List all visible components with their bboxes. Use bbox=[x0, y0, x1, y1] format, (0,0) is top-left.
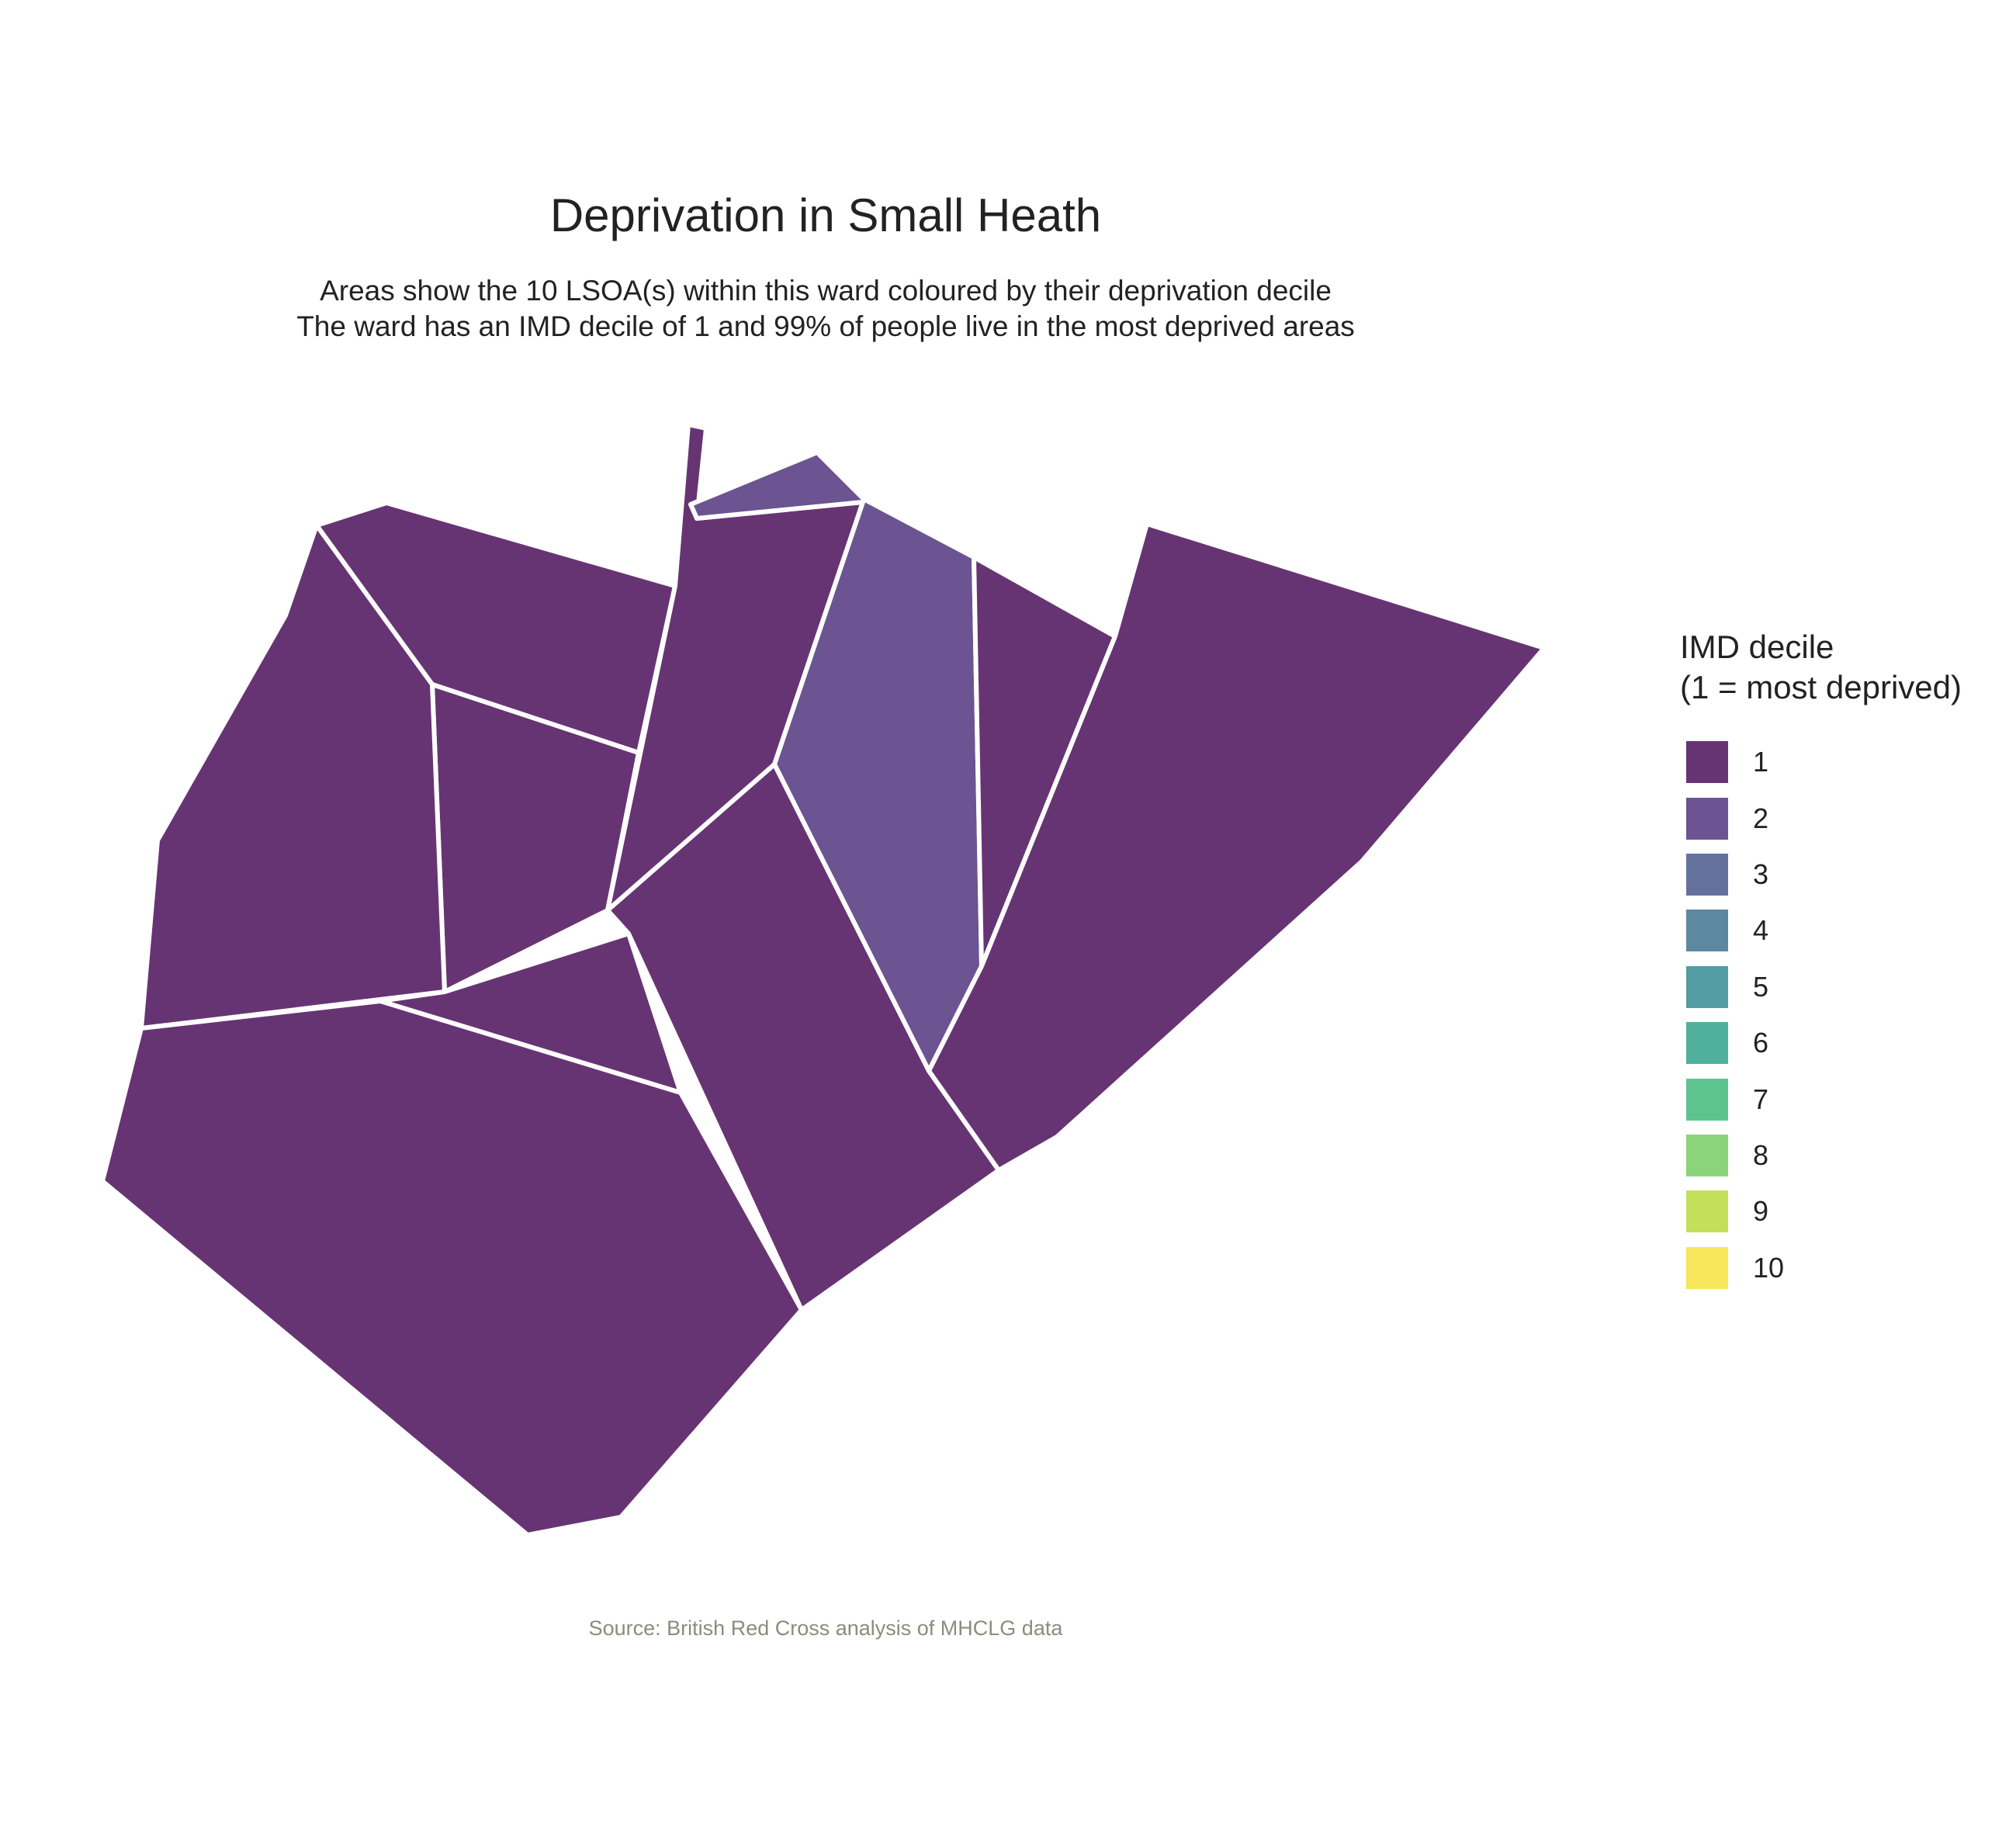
legend-item: 3 bbox=[1680, 847, 2006, 903]
map-title: Deprivation in Small Heath bbox=[549, 189, 1102, 241]
subtitle-line-2: The ward has an IMD decile of 1 and 99% … bbox=[296, 310, 1355, 342]
legend-swatch bbox=[1686, 1190, 1728, 1233]
legend-label: 8 bbox=[1753, 1138, 1769, 1171]
legend-swatch bbox=[1686, 965, 1728, 1008]
legend-label: 5 bbox=[1753, 970, 1769, 1003]
map-subtitle: Areas show the 10 LSOA(s) within this wa… bbox=[0, 273, 1651, 345]
legend-swatch bbox=[1686, 853, 1728, 896]
legend-item: 4 bbox=[1680, 903, 2006, 958]
legend-item: 1 bbox=[1680, 734, 2006, 790]
legend-swatch bbox=[1686, 1246, 1728, 1289]
legend-item: 8 bbox=[1680, 1128, 2006, 1183]
legend-item: 6 bbox=[1680, 1015, 2006, 1071]
legend-item: 5 bbox=[1680, 959, 2006, 1015]
legend-swatch bbox=[1686, 797, 1728, 840]
legend-label: 7 bbox=[1753, 1083, 1769, 1115]
source-caption: Source: British Red Cross analysis of MH… bbox=[588, 1616, 1063, 1640]
legend-item: 2 bbox=[1680, 790, 2006, 846]
legend-swatch bbox=[1686, 1078, 1728, 1121]
legend-swatch bbox=[1686, 741, 1728, 784]
subtitle-line-1: Areas show the 10 LSOA(s) within this wa… bbox=[320, 275, 1332, 307]
legend-label: 9 bbox=[1753, 1195, 1769, 1228]
legend-item: 7 bbox=[1680, 1071, 2006, 1127]
legend-title: IMD decile (1 = most deprived) bbox=[1680, 627, 2006, 708]
legend-item: 10 bbox=[1680, 1240, 2006, 1296]
legend-swatch bbox=[1686, 1134, 1728, 1176]
legend-swatch bbox=[1686, 1022, 1728, 1065]
legend-label: 3 bbox=[1753, 858, 1769, 890]
legend-title-line-2: (1 = most deprived) bbox=[1680, 669, 1962, 705]
legend-swatch bbox=[1686, 910, 1728, 952]
legend: IMD decile (1 = most deprived) 1 2 3 4 5 6 7 8 9… bbox=[1680, 627, 2006, 1296]
legend-label: 4 bbox=[1753, 914, 1769, 947]
legend-label: 1 bbox=[1753, 746, 1769, 778]
legend-label: 6 bbox=[1753, 1027, 1769, 1059]
legend-label: 10 bbox=[1753, 1251, 1785, 1284]
lsoa-area bbox=[100, 999, 804, 1537]
legend-items: 1 2 3 4 5 6 7 8 9 10 bbox=[1680, 734, 2006, 1296]
legend-title-line-1: IMD decile bbox=[1680, 629, 1834, 665]
legend-label: 2 bbox=[1753, 802, 1769, 834]
legend-item: 9 bbox=[1680, 1183, 2006, 1239]
